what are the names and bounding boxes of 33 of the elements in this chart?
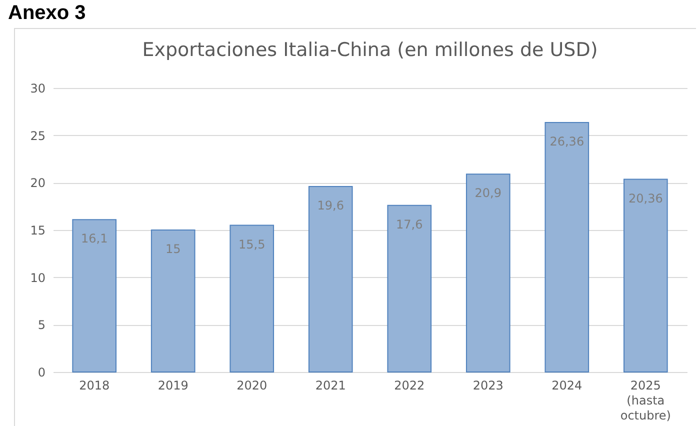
bar — [230, 224, 274, 372]
bar — [72, 219, 117, 372]
data-label: 15 — [165, 242, 181, 256]
text: Anexo 3 — [8, 2, 86, 24]
data-label: 26,36 — [550, 134, 584, 148]
bar — [308, 186, 353, 372]
y-tick-label: 20 — [30, 176, 46, 190]
data-label: 17,6 — [396, 217, 423, 232]
data-label: 16,1 — [80, 232, 108, 246]
y-tick-label: 30 — [30, 82, 46, 96]
bar — [466, 174, 510, 372]
bar — [150, 230, 196, 372]
x-tick-label: 2023 — [472, 378, 504, 392]
x-tick-label: 2024 — [552, 378, 582, 392]
y-tick-label: 25 — [30, 128, 46, 143]
data-label: 19,6 — [317, 198, 344, 212]
bar — [387, 204, 432, 372]
x-tick-label: 2018 — [79, 378, 110, 392]
bar — [544, 122, 590, 372]
x-tick-label: 2021 — [315, 378, 346, 392]
y-tick-label: 15 — [30, 224, 46, 238]
bar — [623, 178, 668, 372]
x-tick-label: 2022 — [394, 378, 425, 392]
y-tick-label: 0 — [38, 366, 46, 380]
chart-title: Exportaciones Italia-China (en millones de USD) — [142, 39, 598, 61]
data-label: 20,9 — [474, 186, 502, 200]
x-tick-label: 2019 — [158, 378, 188, 392]
y-tick-label: 10 — [30, 270, 46, 285]
data-label: 20,36 — [628, 191, 663, 206]
y-tick-label: 5 — [38, 318, 46, 332]
data-label: 15,5 — [238, 237, 266, 252]
x-tick-label: 2025 (hasta octubre) — [620, 378, 671, 422]
x-tick-label: 2020 — [236, 378, 268, 392]
